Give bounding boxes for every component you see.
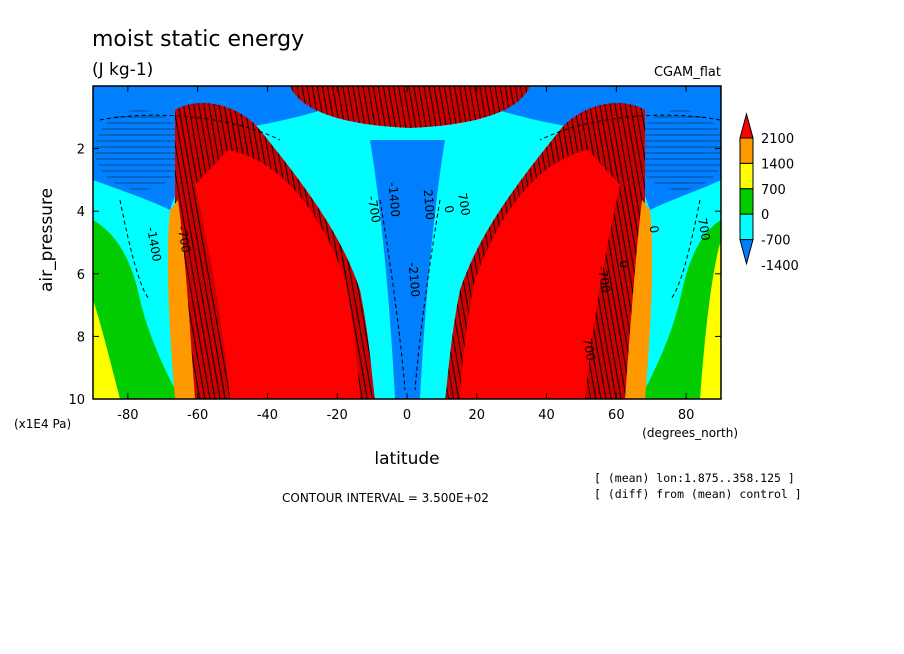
x-tick-label: 20: [469, 408, 486, 423]
y-tick-label: 4: [77, 205, 85, 220]
contour-label: 700: [455, 192, 473, 217]
x-axis-units: (degrees_north): [642, 426, 738, 440]
colorbar-swatch: [739, 239, 754, 266]
x-tick-label: 0: [403, 408, 411, 423]
colorbar-swatch: [739, 137, 754, 164]
contour-label: 0: [441, 204, 456, 214]
x-tick-label: 80: [678, 408, 695, 423]
x-tick-label: 60: [608, 408, 625, 423]
colorbar-label: 2100: [761, 132, 794, 147]
contour-label: -700: [365, 195, 384, 224]
contour-label: 700: [580, 337, 598, 362]
contour-label: -700: [175, 225, 194, 254]
contour-label: -2100: [405, 262, 422, 298]
x-axis-label: latitude: [374, 449, 439, 469]
x-tick-label: -20: [327, 408, 348, 423]
chart-title: moist static energy: [92, 27, 304, 52]
y-axis-label: air_pressure: [37, 188, 57, 292]
case-label: CGAM_flat: [654, 65, 721, 80]
y-tick-label: 8: [77, 330, 85, 345]
contour-label: 700: [695, 217, 713, 242]
contour-label: -700: [595, 265, 614, 294]
contour-label: 0: [616, 259, 631, 269]
contour-label: 2100: [421, 189, 438, 221]
colorbar-swatch: [739, 162, 754, 190]
x-tick-label: -80: [117, 408, 138, 423]
colorbar-label: 1400: [761, 157, 794, 172]
colorbar-swatch: [739, 213, 754, 241]
contour-label: -1400: [385, 182, 402, 218]
colorbar-swatch: [739, 112, 754, 139]
y-axis-units: (x1E4 Pa): [14, 417, 71, 431]
contour-interval: CONTOUR INTERVAL = 3.500E+02: [282, 491, 489, 505]
y-tick-label: 6: [77, 268, 85, 283]
colorbar-label: -700: [761, 234, 791, 249]
colorbar: 2100 1400 700 0 -700 -1400: [739, 112, 799, 274]
y-tick-label: 10: [68, 393, 85, 408]
x-tick-label: -40: [257, 408, 278, 423]
note-diff: [ (diff) from (mean) control ]: [594, 487, 802, 501]
chart-subtitle: (J kg-1): [92, 60, 153, 80]
x-axis-ticks: -80 -60 -40 -20 0 20 40 60 80: [117, 86, 694, 423]
y-axis-ticks: 2 4 6 8 10: [68, 143, 721, 408]
x-tick-label: 40: [538, 408, 555, 423]
contour-label: 0: [646, 224, 661, 234]
colorbar-label: 0: [761, 208, 769, 223]
contour-label: -1400: [144, 226, 164, 263]
y-tick-label: 2: [77, 143, 85, 158]
note-mean: [ (mean) lon:1.875..358.125 ]: [594, 471, 795, 485]
colorbar-swatch: [739, 188, 754, 215]
x-tick-label: -60: [187, 408, 208, 423]
colorbar-label: 700: [761, 183, 786, 198]
colorbar-label: -1400: [761, 259, 799, 274]
